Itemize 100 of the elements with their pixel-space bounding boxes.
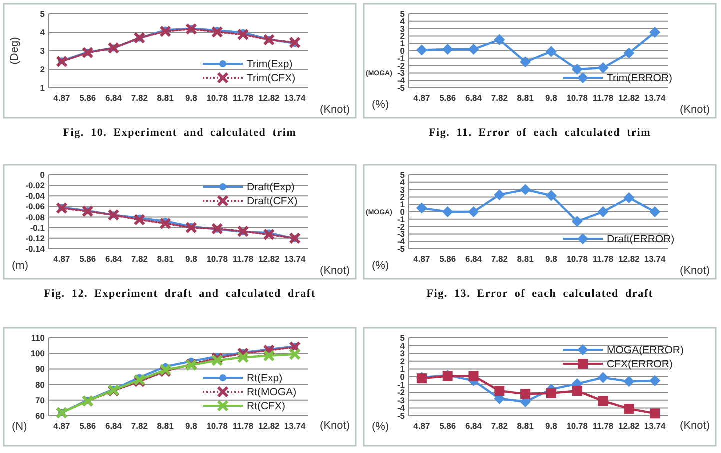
- y-tick-label: -0.04: [26, 191, 46, 202]
- point: [650, 375, 661, 386]
- y-tick-label: 3: [400, 184, 406, 195]
- y-tick-label: -0.02: [26, 180, 46, 191]
- text: Fig. 11. Error of each calculated trim: [428, 127, 652, 139]
- y-axis-title: (N): [12, 421, 28, 433]
- y-tick-label: -4: [397, 403, 406, 414]
- text: Fig. 13. Error of each calculated draft: [426, 288, 654, 300]
- y-tick-label: -0.08: [26, 212, 46, 222]
- x-tick-label: 7.82: [491, 421, 508, 431]
- point: [494, 189, 506, 200]
- point: [263, 34, 276, 46]
- y-tick-label: -0.12: [26, 233, 46, 244]
- x-tick-label: 5.86: [80, 93, 96, 103]
- x-tick-label: 11.78: [232, 93, 254, 103]
- x-axis-title: (Knot): [680, 420, 710, 432]
- legend-label: Draft(ERROR): [607, 234, 675, 246]
- legend-label: Draft(Exp): [247, 182, 295, 194]
- legend-label: Rt(Exp): [247, 372, 283, 385]
- x-tick-label: 11.78: [592, 93, 614, 103]
- point: [572, 64, 583, 75]
- point: [468, 206, 480, 218]
- text: Fig. 12. Experiment draft and calculated draft: [44, 288, 316, 300]
- x-tick-label: 6.84: [465, 93, 482, 103]
- x-tick-label: 5.86: [80, 254, 96, 264]
- x-tick-label: 4.87: [54, 421, 70, 431]
- x-tick-label: 8.81: [157, 93, 174, 103]
- point: [598, 206, 609, 218]
- y-tick-label: 80: [36, 380, 46, 390]
- x-tick-label: 13.74: [644, 421, 666, 431]
- x-tick-label: 4.87: [414, 254, 430, 264]
- y-tick-label: -2: [397, 388, 406, 398]
- y-tick-label: 70: [36, 395, 46, 406]
- point: [468, 371, 479, 382]
- x-tick-label: 9.8: [186, 421, 198, 431]
- point: [624, 376, 635, 388]
- point: [416, 44, 428, 56]
- x-tick-label: 11.78: [232, 254, 254, 264]
- x-tick-label: 6.84: [105, 421, 122, 431]
- y-tick-label: -2: [397, 60, 406, 71]
- point: [263, 228, 276, 241]
- y-tick-label: -0.14: [26, 244, 46, 254]
- x-tick-label: 12.82: [258, 93, 280, 103]
- y-tick-label: 4: [400, 177, 406, 188]
- x-axis-title: (Knot): [320, 420, 350, 432]
- point: [289, 348, 302, 360]
- point: [546, 46, 557, 58]
- y-tick-label: -3: [397, 395, 406, 406]
- point: [494, 34, 506, 46]
- x-tick-label: 6.84: [465, 421, 482, 431]
- x-tick-label: 13.74: [284, 93, 306, 103]
- y-tick-label: 2: [400, 192, 406, 202]
- x-tick-label: 9.8: [546, 93, 558, 103]
- x-tick-label: 8.81: [517, 254, 534, 264]
- x-axis-title: (Knot): [320, 265, 350, 277]
- point: [211, 354, 224, 367]
- x-tick-label: 9.8: [546, 421, 558, 431]
- y-tick-label: 5: [40, 8, 46, 19]
- point: [572, 386, 582, 396]
- y-tick-label: 60: [36, 410, 46, 421]
- x-tick-label: 13.74: [644, 254, 666, 264]
- point: [624, 48, 635, 59]
- x-tick-label: 9.8: [186, 254, 198, 264]
- x-tick-label: 12.82: [618, 421, 640, 431]
- point: [56, 56, 68, 68]
- y-tick-label: 4: [400, 340, 406, 351]
- x-tick-label: 10.78: [566, 254, 588, 264]
- point: [546, 190, 557, 202]
- y-tick-label: 5: [400, 332, 406, 343]
- y-tick-label: 2: [400, 356, 406, 366]
- point: [108, 209, 120, 222]
- x-tick-label: 7.82: [131, 254, 148, 264]
- x-tick-label: 10.78: [206, 254, 228, 264]
- y-tick-label: 1: [40, 82, 46, 93]
- x-tick-label: 13.74: [644, 93, 666, 103]
- x-tick-label: 12.82: [618, 254, 640, 264]
- x-tick-label: 6.84: [105, 254, 122, 264]
- point: [624, 192, 635, 204]
- y-tick-label: 0: [40, 170, 46, 180]
- x-tick-label: 4.87: [414, 421, 430, 431]
- x-tick-label: 7.82: [491, 254, 508, 264]
- y-tick-label: -3: [397, 229, 406, 240]
- y-tick-label: -1: [397, 214, 406, 224]
- y-tick-label: 110: [31, 332, 46, 343]
- x-tick-label: 11.78: [232, 421, 254, 431]
- y-tick-label: -1: [397, 53, 406, 64]
- y-tick-label: 5: [400, 170, 406, 180]
- point: [82, 205, 94, 218]
- x-tick-label: 11.78: [592, 254, 614, 264]
- point: [263, 350, 276, 362]
- point: [134, 214, 146, 226]
- y-axis-title: (m): [12, 260, 28, 272]
- x-tick-label: 13.74: [284, 421, 306, 431]
- point: [650, 408, 660, 419]
- legend-label: Trim(Exp): [247, 58, 293, 71]
- y-tick-label: 1: [400, 364, 406, 374]
- y-tick-label: 0: [400, 372, 406, 382]
- y-tick-label: 2: [40, 64, 46, 74]
- x-tick-label: 7.82: [131, 93, 148, 103]
- x-tick-label: 8.81: [517, 421, 534, 431]
